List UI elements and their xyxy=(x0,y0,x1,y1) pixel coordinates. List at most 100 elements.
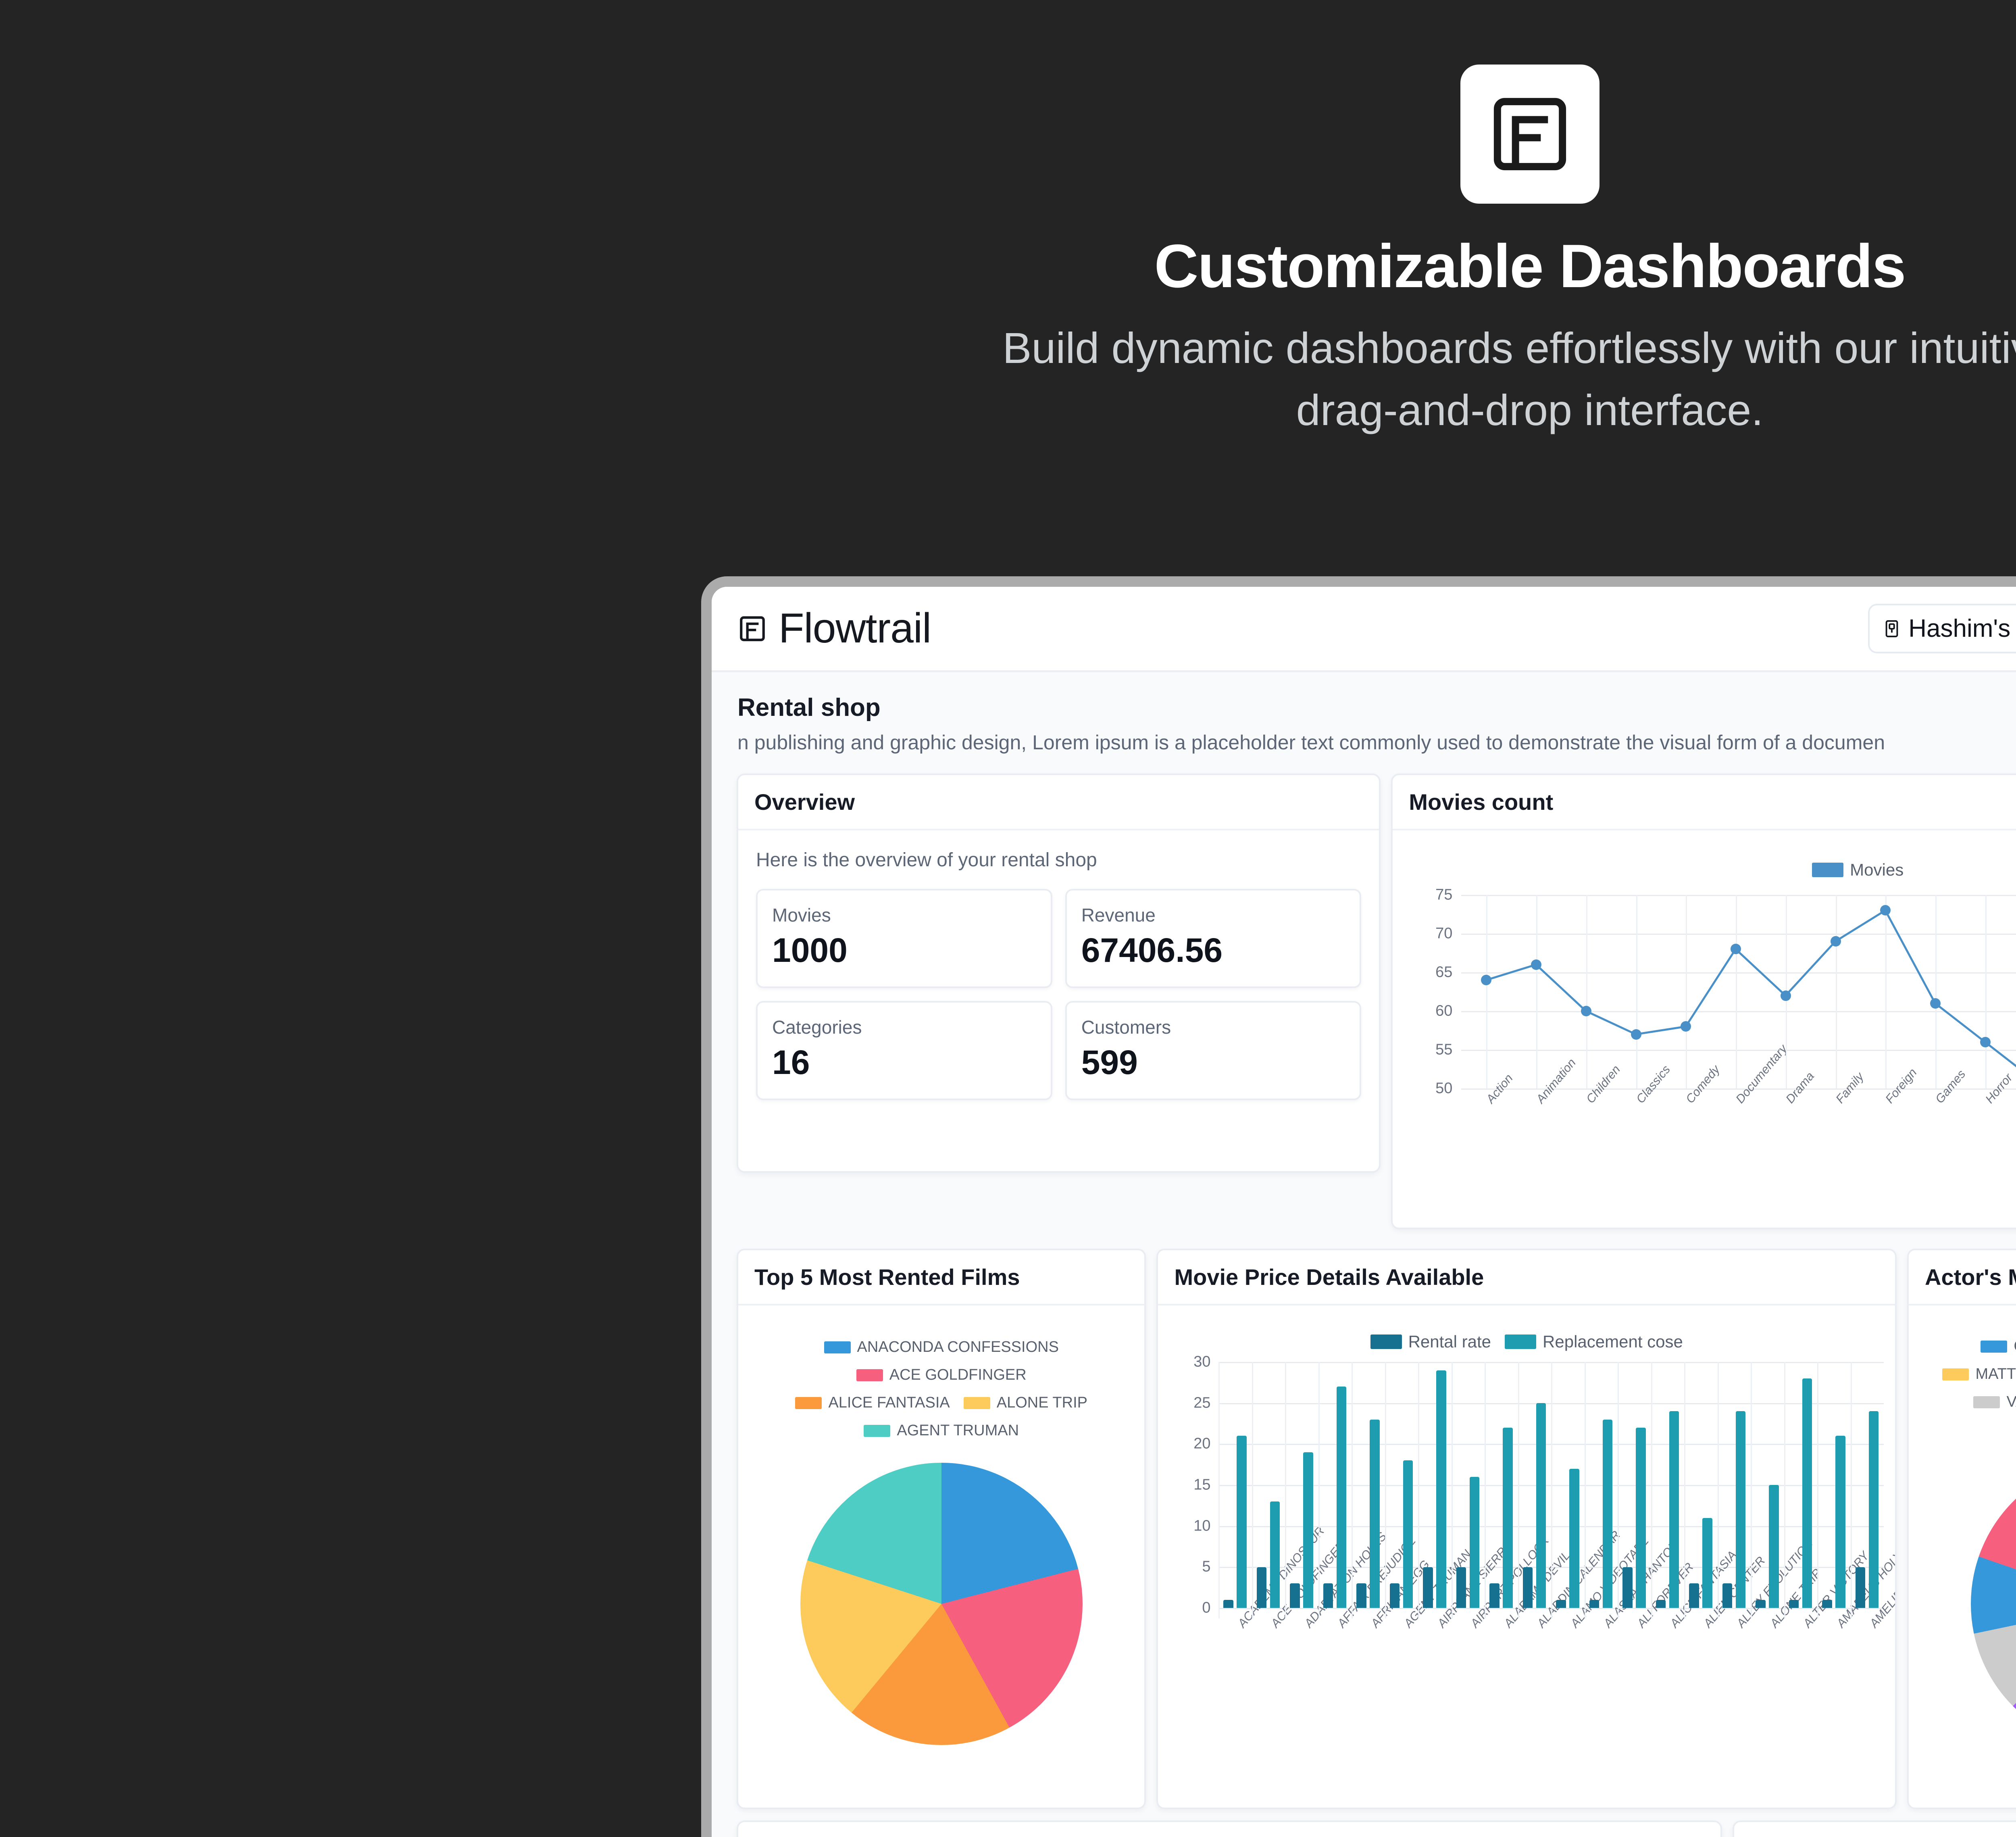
gridline xyxy=(1751,1362,1752,1618)
gridline xyxy=(1851,1362,1852,1618)
bar[interactable] xyxy=(1323,1583,1333,1608)
data-point[interactable] xyxy=(1731,944,1741,954)
bar[interactable] xyxy=(1456,1567,1466,1608)
stat-card-movies[interactable]: Movies 1000 xyxy=(756,889,1052,988)
data-point[interactable] xyxy=(1631,1029,1641,1040)
data-point[interactable] xyxy=(1831,936,1841,947)
stat-card-categories[interactable]: Categories 16 xyxy=(756,1001,1052,1100)
bar[interactable] xyxy=(1736,1411,1746,1608)
bar[interactable] xyxy=(1223,1600,1233,1608)
bar[interactable] xyxy=(1556,1600,1566,1608)
top5-pie-wrap xyxy=(754,1463,1128,1745)
legend-item[interactable]: ALONE TRIP xyxy=(964,1394,1087,1412)
bar[interactable] xyxy=(1489,1583,1500,1608)
bar[interactable] xyxy=(1270,1501,1280,1608)
legend-label: ALONE TRIP xyxy=(997,1394,1087,1412)
stat-card-revenue[interactable]: Revenue 67406.56 xyxy=(1065,889,1362,988)
app-window: Flowtrail Hashim's Workspace ⌄ + H HA xyxy=(712,587,2016,1837)
bar[interactable] xyxy=(1370,1420,1380,1608)
bar[interactable] xyxy=(1802,1378,1812,1608)
legend-item[interactable]: VAL xyxy=(1973,1393,2016,1411)
top5-pie-chart[interactable] xyxy=(800,1463,1083,1745)
actor-breakdown-card-body: GINAWALTERMARYMATTHEWSANDRASCARLETTVALVI… xyxy=(1909,1305,2016,1765)
stat-label: Movies xyxy=(772,904,1036,926)
legend-item[interactable]: AGENT TRUMAN xyxy=(864,1422,1019,1439)
bar[interactable] xyxy=(1689,1583,1699,1608)
line-series xyxy=(1409,887,2016,1209)
legend-label: ANACONDA CONFESSIONS xyxy=(857,1339,1059,1356)
bar[interactable] xyxy=(1589,1600,1599,1608)
dashboard-title: Rental shop xyxy=(737,693,2016,722)
y-axis-tick: 0 xyxy=(1174,1599,1210,1617)
legend-item[interactable]: ACE GOLDFINGER xyxy=(856,1366,1027,1384)
bar[interactable] xyxy=(1669,1411,1679,1608)
bar[interactable] xyxy=(1303,1452,1313,1608)
bar[interactable] xyxy=(1536,1403,1546,1608)
gridline xyxy=(1718,1362,1719,1618)
legend-item[interactable]: ANACONDA CONFESSIONS xyxy=(824,1339,1059,1356)
bar[interactable] xyxy=(1237,1436,1247,1608)
overview-card: Overview Here is the overview of your re… xyxy=(737,774,1381,1173)
legend-label: VAL xyxy=(2006,1393,2016,1411)
actor-breakdown-legend: GINAWALTERMARYMATTHEWSANDRASCARLETTVALVI… xyxy=(1937,1338,2016,1439)
bar[interactable] xyxy=(1789,1600,1799,1608)
dashboard-description: n publishing and graphic design, Lorem i… xyxy=(737,731,2016,754)
y-axis-tick: 5 xyxy=(1174,1558,1210,1576)
bar[interactable] xyxy=(1337,1387,1347,1608)
gridline xyxy=(1385,1362,1386,1618)
bar[interactable] xyxy=(1523,1567,1533,1608)
data-point[interactable] xyxy=(1880,905,1891,915)
data-point[interactable] xyxy=(1980,1037,1991,1047)
data-point[interactable] xyxy=(1681,1021,1691,1032)
bar[interactable] xyxy=(1436,1370,1446,1608)
bar[interactable] xyxy=(1869,1411,1879,1608)
legend-item-replacement-cost[interactable]: Replacement cose xyxy=(1505,1332,1683,1351)
bar[interactable] xyxy=(1756,1600,1766,1608)
bar[interactable] xyxy=(1470,1477,1480,1608)
bar[interactable] xyxy=(1622,1567,1633,1608)
bar[interactable] xyxy=(1722,1583,1733,1608)
bar[interactable] xyxy=(1656,1600,1666,1608)
gridline xyxy=(1285,1362,1286,1618)
data-point[interactable] xyxy=(1531,959,1541,970)
bar[interactable] xyxy=(1569,1469,1579,1608)
overview-card-title: Overview xyxy=(754,789,1363,815)
gridline xyxy=(1651,1362,1652,1618)
data-point[interactable] xyxy=(1581,1006,1591,1016)
bar[interactable] xyxy=(1702,1518,1712,1608)
legend-item[interactable]: MATTHEW xyxy=(1942,1366,2016,1383)
actor-doughnut-chart[interactable] xyxy=(1971,1459,2016,1749)
stat-value: 1000 xyxy=(772,931,1036,970)
bar[interactable] xyxy=(1390,1583,1400,1608)
brand-name: Flowtrail xyxy=(779,605,931,653)
bar[interactable] xyxy=(1822,1600,1832,1608)
bar[interactable] xyxy=(1290,1583,1300,1608)
legend-item-movies[interactable]: Movies xyxy=(1812,860,1904,880)
data-point[interactable] xyxy=(1930,998,1941,1009)
card-placeholder-left[interactable] xyxy=(737,1820,1722,1837)
bar[interactable] xyxy=(1636,1428,1646,1608)
stat-card-customers[interactable]: Customers 599 xyxy=(1065,1001,1362,1100)
bar[interactable] xyxy=(1603,1420,1613,1608)
card-placeholder-right[interactable] xyxy=(1733,1820,2016,1837)
bar[interactable] xyxy=(1257,1567,1267,1608)
gridline xyxy=(1817,1362,1818,1618)
workspace-selector[interactable]: Hashim's Workspace ⌄ xyxy=(1868,604,2016,653)
bar[interactable] xyxy=(1856,1567,1866,1608)
workspace-label: Hashim's Workspace xyxy=(1908,614,2016,643)
bar[interactable] xyxy=(1835,1436,1845,1608)
bar[interactable] xyxy=(1403,1460,1413,1608)
legend-item-rental-rate[interactable]: Rental rate xyxy=(1370,1332,1491,1351)
gridline xyxy=(1784,1362,1785,1618)
data-point[interactable] xyxy=(1781,990,1791,1001)
legend-item[interactable]: GINA xyxy=(1981,1338,2016,1355)
bar[interactable] xyxy=(1769,1485,1779,1608)
data-point[interactable] xyxy=(1481,975,1491,985)
topbar-right: Hashim's Workspace ⌄ + H HA xyxy=(1868,604,2016,653)
legend-item[interactable]: ALICE FANTASIA xyxy=(795,1394,950,1412)
bar[interactable] xyxy=(1423,1567,1433,1608)
bar[interactable] xyxy=(1356,1583,1366,1608)
brand[interactable]: Flowtrail xyxy=(737,605,931,653)
bar[interactable] xyxy=(1503,1428,1513,1608)
